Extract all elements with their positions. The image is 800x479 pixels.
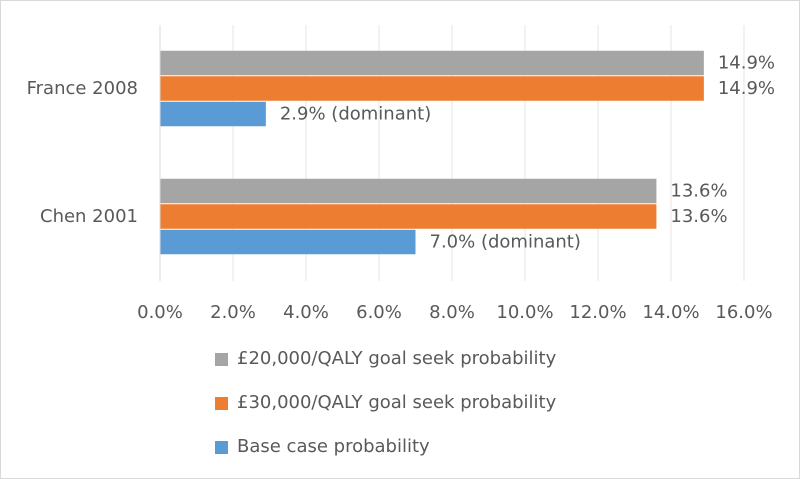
value-label: 7.0% (dominant) <box>430 232 581 253</box>
x-tick-label: 16.0% <box>715 302 772 323</box>
value-label: 13.6% <box>670 206 727 227</box>
x-tick-label: 6.0% <box>356 302 402 323</box>
legend-label: Base case probability <box>237 436 430 457</box>
x-tick-label: 8.0% <box>429 302 475 323</box>
legend-swatch <box>215 441 228 454</box>
x-tick-label: 10.0% <box>496 302 553 323</box>
legend-label: £30,000/QALY goal seek probability <box>237 392 557 413</box>
x-tick-label: 4.0% <box>283 302 329 323</box>
x-tick-label: 0.0% <box>137 302 183 323</box>
x-tick-label: 14.0% <box>642 302 699 323</box>
bar <box>160 204 657 229</box>
bar <box>160 178 657 204</box>
bar <box>160 76 704 101</box>
value-label: 14.9% <box>718 78 775 99</box>
bar <box>160 50 704 76</box>
bar <box>160 101 266 127</box>
value-label: 13.6% <box>670 181 727 202</box>
legend-label: £20,000/QALY goal seek probability <box>237 348 557 369</box>
x-tick-label: 2.0% <box>210 302 256 323</box>
y-tick-label: France 2008 <box>27 78 138 99</box>
y-tick-label: Chen 2001 <box>40 206 138 227</box>
value-label: 2.9% (dominant) <box>280 104 431 125</box>
legend-swatch <box>215 353 228 366</box>
value-label: 14.9% <box>718 53 775 74</box>
legend-swatch <box>215 397 228 410</box>
bar <box>160 229 416 255</box>
x-tick-label: 12.0% <box>569 302 626 323</box>
